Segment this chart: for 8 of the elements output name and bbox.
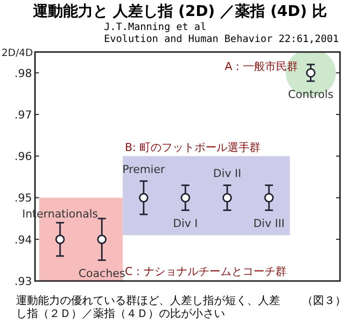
annotation: （図３） (302, 294, 346, 307)
title: 運動能力と 人差し指 (2D) ／薬指 (4D) 比 (32, 2, 328, 21)
band-label: C：ナショナルチームとコーチ群 (124, 264, 287, 278)
ylabel: 2D/4D (2, 48, 33, 59)
subtitle: J.T.Manning et al Evolution and Human Behavior 22:61,2001 (104, 22, 339, 46)
annotation-point: A：一般市民群 (224, 60, 298, 73)
annotation: 運動能力の優れている群ほど、人差し指が短く、人差し指（２Ｄ）／薬指（４Ｄ）の比が小さい (16, 294, 281, 320)
band-label: B: 町のフットボール選手群 (124, 141, 261, 154)
